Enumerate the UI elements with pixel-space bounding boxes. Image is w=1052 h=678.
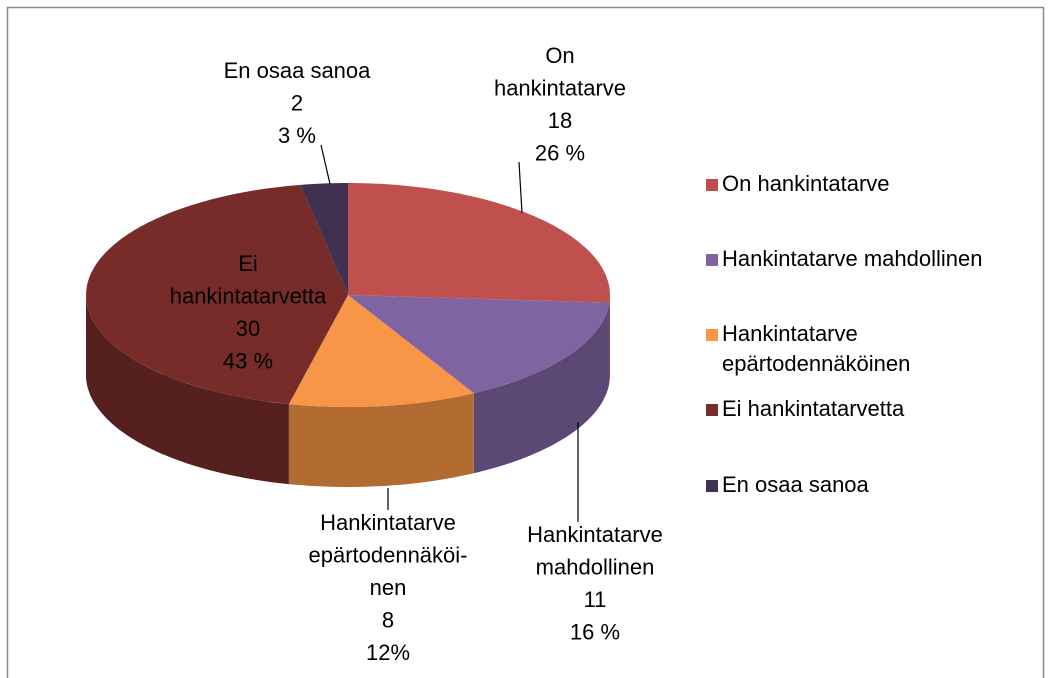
data-label-name: epärtodennäköi-: [308, 542, 467, 567]
data-label-percent: 26 %: [535, 140, 585, 165]
legend-label: Hankintatarve mahdollinen: [722, 246, 983, 271]
data-label-name: Hankintatarve: [320, 510, 456, 535]
slice-side: [288, 393, 474, 487]
data-label-name: hankintatarvetta: [170, 283, 327, 308]
data-label-name: nen: [370, 575, 407, 600]
data-label-name: En osaa sanoa: [224, 58, 372, 83]
slice: [348, 183, 610, 303]
chart-border: [6, 6, 1045, 678]
leader-line: [320, 144, 331, 185]
data-label-value: 11: [584, 587, 607, 612]
legend-swatch: [706, 254, 718, 266]
legend-line: Hankintatarve: [722, 321, 864, 346]
data-label-percent: 12%: [366, 640, 410, 665]
slice: [86, 184, 348, 405]
legend-swatch: [706, 404, 718, 416]
legend-line: epärtodennäköinen: [722, 351, 910, 376]
legend-label: Hankintatarve epärtodennäköinen: [722, 321, 910, 376]
data-label-value: 30: [236, 316, 260, 341]
slice-side: [473, 302, 610, 474]
slice: [348, 295, 610, 394]
data-label-value: 2: [291, 90, 303, 115]
legend-swatch: [706, 480, 718, 492]
slice: [300, 183, 348, 295]
data-label-value: 8: [382, 607, 394, 632]
data-label-name: Hankintatarve: [527, 522, 663, 547]
data-label-percent: 3 %: [278, 123, 316, 148]
legend-swatch: [706, 179, 718, 191]
data-label-value: 18: [548, 108, 572, 133]
data-label-name: On: [545, 43, 574, 68]
data-label-percent: 43 %: [223, 348, 273, 373]
slice-side: [609, 295, 610, 383]
legend-label: Ei hankintatarvetta: [722, 396, 905, 421]
data-label-name: hankintatarve: [494, 75, 626, 100]
legend-label: En osaa sanoa: [722, 472, 870, 497]
slice-side: [86, 295, 289, 485]
data-label-name: Ei: [238, 251, 258, 276]
data-label-name: mahdollinen: [536, 554, 655, 579]
legend-label: On hankintatarve: [722, 171, 890, 196]
legend-swatch: [706, 329, 718, 341]
leader-line: [518, 161, 523, 214]
data-label-percent: 16 %: [570, 619, 620, 644]
slice: [288, 295, 474, 407]
